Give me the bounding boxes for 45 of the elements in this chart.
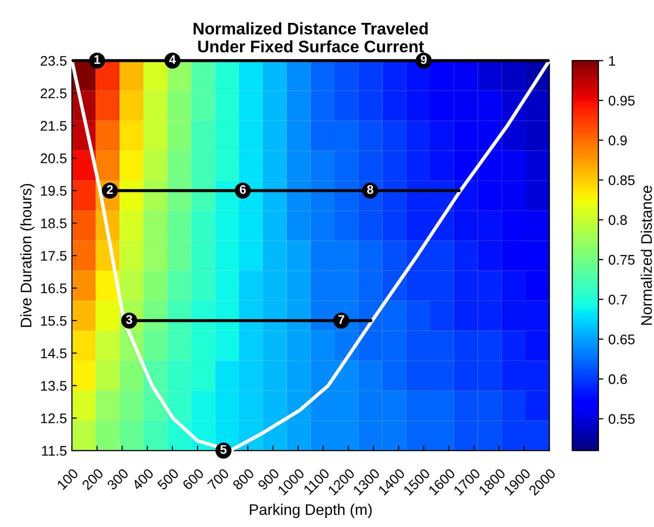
annotation: 4	[169, 55, 176, 64]
x-tick-label: 900	[257, 468, 280, 490]
chart-title: Normalized Distance Traveled Under Fixed Surface Current	[194, 22, 428, 52]
y-axis-title: Dive Duration (hours)	[20, 184, 34, 327]
color-bar-label: 0.65	[608, 334, 635, 344]
x-axis-title: Parking Depth (m)	[250, 504, 372, 518]
x-tick-label: 700	[207, 468, 230, 490]
y-tick-label: 17.5	[41, 251, 66, 261]
y-tick-label: 21.5	[40, 120, 66, 131]
x-tick-label: 100	[56, 468, 79, 490]
y-tick-label: 14.5	[41, 348, 66, 358]
annotation: 2	[106, 185, 113, 194]
color-bar-label: 0.8	[608, 215, 627, 225]
x-tick-label: 300	[106, 468, 130, 490]
y-tick-label: 15.5	[41, 316, 66, 326]
y-tick-label: 11.5	[42, 446, 66, 456]
y-tick-label: 12.5	[41, 413, 66, 424]
y-tick-label: 13.5	[41, 380, 66, 391]
annotation: 8	[367, 185, 374, 194]
color-bar-label: 1	[609, 56, 616, 66]
annotation: 5	[220, 445, 227, 454]
color-bar-label: 0.6	[608, 374, 627, 384]
color-bar-label: 0.55	[608, 414, 635, 424]
color-bar-label: 0.7	[608, 294, 627, 305]
y-tick-label: 18.5	[41, 218, 66, 228]
x-tick-label: 400	[131, 468, 154, 491]
annotation: 1	[94, 55, 100, 64]
y-tick-label: 20.5	[40, 153, 66, 164]
x-tick-label: 500	[156, 468, 180, 490]
y-tick-label: 22.5	[40, 88, 66, 98]
y-tick-label: 19.5	[41, 186, 66, 196]
color-bar-title: Normalized Distance	[640, 186, 652, 325]
annotation: 3	[126, 315, 132, 324]
color-bar-label: 0.9	[608, 136, 627, 146]
annotation: 7	[338, 315, 344, 324]
annotation: 9	[420, 55, 427, 64]
annotation: 6	[240, 185, 246, 194]
y-tick-label: 23.5	[40, 56, 66, 66]
color-bar-label: 0.95	[608, 96, 635, 106]
x-tick-label: 800	[232, 468, 255, 490]
y-tick-label: 16.5	[41, 283, 66, 294]
color-bar-label: 0.85	[608, 175, 635, 186]
x-tick-label: 200	[81, 468, 104, 490]
x-tick-label: 600	[182, 468, 204, 490]
color-bar-label: 0.75	[608, 254, 635, 265]
